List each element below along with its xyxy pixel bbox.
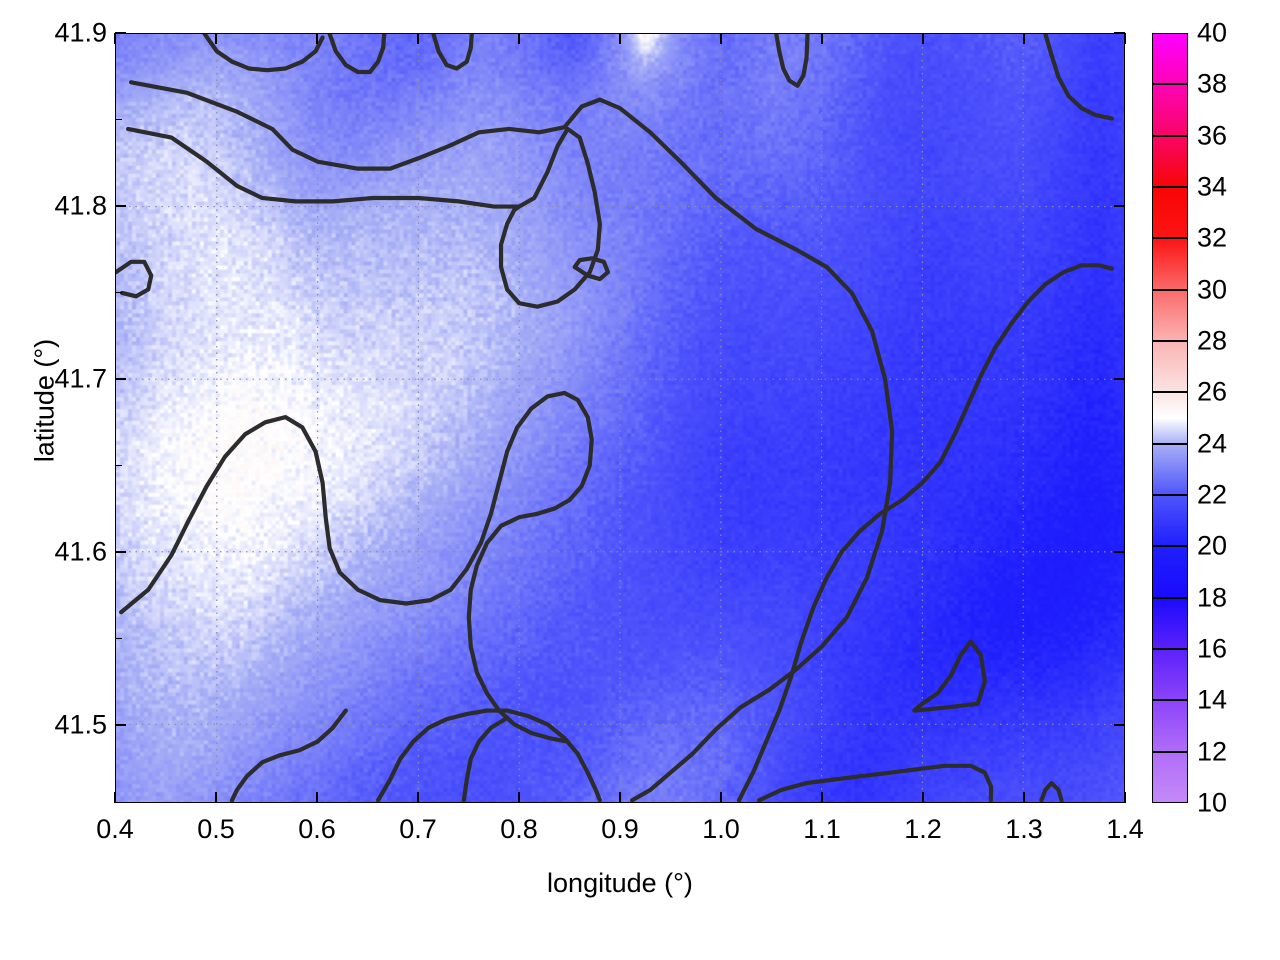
y-tick-2 xyxy=(115,378,126,380)
y-axis-title: latitude (°) xyxy=(29,338,60,463)
colorbar-label-1: 38 xyxy=(1197,68,1228,99)
x-tick-top-0 xyxy=(114,33,116,44)
y-tick-right-2 xyxy=(1114,378,1125,380)
colorbar-label-7: 26 xyxy=(1197,376,1228,407)
x-tick-10 xyxy=(1124,792,1126,803)
colorbar-tick-9 xyxy=(1152,494,1188,496)
y-tick-label-1: 41.6 xyxy=(54,536,107,567)
x-tick-top-10 xyxy=(1124,33,1126,44)
colorbar-label-15: 10 xyxy=(1197,787,1228,818)
colorbar-tick-4 xyxy=(1152,237,1188,240)
y-minor-tick-3 xyxy=(115,118,122,121)
x-tick-top-5 xyxy=(619,33,621,44)
x-tick-top-7 xyxy=(821,33,823,44)
colorbar-tick-2 xyxy=(1152,134,1188,137)
y-tick-4 xyxy=(115,32,126,34)
colorbar-tick-8 xyxy=(1152,442,1188,445)
colorbar-tick-5 xyxy=(1152,288,1188,291)
x-tick-label-4: 0.8 xyxy=(500,814,538,844)
x-tick-label-3: 0.7 xyxy=(399,814,437,844)
x-tick-label-1: 0.5 xyxy=(197,814,235,844)
x-tick-8 xyxy=(922,792,924,803)
y-tick-label-4: 41.9 xyxy=(54,17,107,48)
y-tick-3 xyxy=(115,205,126,207)
y-minor-tick-0 xyxy=(115,637,122,640)
x-tick-9 xyxy=(1023,792,1025,803)
x-tick-label-9: 1.3 xyxy=(1005,814,1043,844)
y-tick-0 xyxy=(115,724,126,726)
x-tick-3 xyxy=(417,792,419,803)
colorbar-label-9: 22 xyxy=(1197,479,1228,510)
colorbar-label-6: 28 xyxy=(1197,325,1228,356)
x-tick-top-6 xyxy=(720,33,722,44)
colorbar-label-3: 34 xyxy=(1197,171,1228,202)
colorbar-tick-13 xyxy=(1152,699,1188,702)
y-tick-right-4 xyxy=(1114,32,1125,34)
y-tick-label-2: 41.7 xyxy=(54,363,107,394)
x-tick-6 xyxy=(720,792,722,803)
colorbar-label-11: 18 xyxy=(1197,582,1228,613)
x-tick-2 xyxy=(316,792,318,803)
temperature-heatmap-canvas xyxy=(116,34,1124,802)
x-tick-label-7: 1.1 xyxy=(803,814,841,844)
y-tick-1 xyxy=(115,551,126,553)
colorbar-label-8: 24 xyxy=(1197,428,1228,459)
x-tick-label-6: 1.0 xyxy=(702,814,740,844)
x-tick-top-9 xyxy=(1023,33,1025,44)
colorbar-tick-6 xyxy=(1152,340,1188,342)
colorbar xyxy=(1152,33,1188,803)
colorbar-tick-11 xyxy=(1152,596,1188,599)
y-minor-tick-1 xyxy=(115,464,122,467)
y-tick-right-1 xyxy=(1114,551,1125,553)
x-axis-title: longitude (°) xyxy=(547,868,693,898)
colorbar-label-0: 40 xyxy=(1197,17,1228,48)
colorbar-label-4: 32 xyxy=(1197,222,1228,253)
colorbar-tick-3 xyxy=(1152,186,1188,188)
heatmap-plot-area xyxy=(115,33,1125,803)
x-tick-0 xyxy=(114,792,116,803)
colorbar-label-14: 12 xyxy=(1197,736,1228,767)
colorbar-tick-12 xyxy=(1152,648,1188,650)
x-tick-label-10: 1.4 xyxy=(1106,814,1144,844)
x-tick-top-1 xyxy=(215,33,217,44)
x-tick-label-2: 0.6 xyxy=(298,814,336,844)
colorbar-gradient xyxy=(1153,34,1187,802)
y-tick-right-3 xyxy=(1114,205,1125,207)
x-tick-label-5: 0.9 xyxy=(601,814,639,844)
colorbar-tick-7 xyxy=(1152,391,1188,394)
x-tick-label-8: 1.2 xyxy=(904,814,942,844)
colorbar-tick-10 xyxy=(1152,545,1188,548)
x-tick-top-4 xyxy=(518,33,520,44)
colorbar-label-5: 30 xyxy=(1197,274,1228,305)
y-tick-label-3: 41.8 xyxy=(54,190,107,221)
colorbar-label-12: 16 xyxy=(1197,633,1228,664)
x-tick-1 xyxy=(215,792,217,803)
x-tick-7 xyxy=(821,792,823,803)
colorbar-label-2: 36 xyxy=(1197,120,1228,151)
x-tick-top-3 xyxy=(417,33,419,44)
y-tick-label-0: 41.5 xyxy=(54,709,107,740)
x-tick-top-2 xyxy=(316,33,318,44)
y-tick-right-0 xyxy=(1114,724,1125,726)
x-tick-label-0: 0.4 xyxy=(96,814,134,844)
y-minor-tick-2 xyxy=(115,291,122,294)
colorbar-tick-14 xyxy=(1152,750,1188,753)
colorbar-label-10: 20 xyxy=(1197,530,1228,561)
x-tick-5 xyxy=(619,792,621,803)
colorbar-tick-1 xyxy=(1152,83,1188,86)
x-tick-top-8 xyxy=(922,33,924,44)
x-tick-4 xyxy=(518,792,520,803)
colorbar-label-13: 14 xyxy=(1197,684,1228,715)
